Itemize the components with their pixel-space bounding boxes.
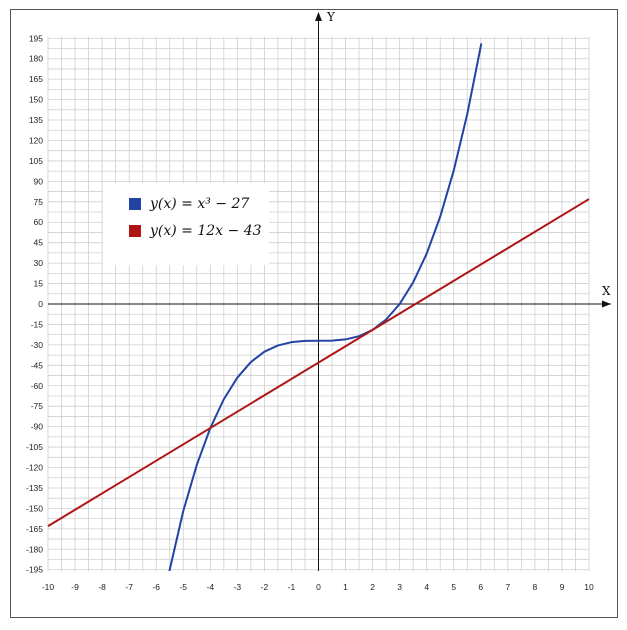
y-tick-label: -15: [31, 319, 44, 329]
y-tick-label: -75: [31, 401, 44, 411]
y-tick-label: 105: [29, 156, 43, 166]
y-tick-label: 120: [29, 135, 43, 145]
y-tick-label: -60: [31, 381, 44, 391]
y-tick-label: 180: [29, 54, 43, 64]
x-tick-label: -2: [261, 582, 269, 592]
x-tick-label: 6: [478, 582, 483, 592]
legend: y(x) = x³ − 27 y(x) = 12x − 43: [103, 183, 269, 265]
x-tick-label: 2: [370, 582, 375, 592]
legend-item-line: y(x) = 12x − 43: [129, 221, 262, 241]
x-tick-label: -6: [152, 582, 160, 592]
series-cubic-curve: [168, 43, 483, 571]
series-tangent-line: [47, 198, 590, 527]
legend-item-cubic: y(x) = x³ − 27: [129, 194, 249, 214]
x-tick-label: -7: [125, 582, 133, 592]
y-tick-label: 45: [34, 238, 44, 248]
y-tick-labels: 1951801651501351201059075604530150-15-30…: [26, 33, 43, 574]
y-tick-label: -45: [31, 360, 44, 370]
x-tick-label: 5: [451, 582, 456, 592]
legend-swatch-cubic: [129, 198, 141, 210]
x-tick-label: -10: [42, 582, 55, 592]
axes: [48, 12, 611, 571]
y-axis-arrow-icon: [315, 12, 322, 21]
y-tick-label: -120: [26, 463, 43, 473]
x-tick-label: -1: [288, 582, 296, 592]
y-tick-label: -30: [31, 340, 44, 350]
y-tick-label: 75: [34, 197, 44, 207]
y-axis-label: Y: [326, 10, 336, 24]
y-tick-label: 135: [29, 115, 43, 125]
x-tick-label: 8: [533, 582, 538, 592]
y-tick-label: -90: [31, 422, 44, 432]
x-tick-label: 3: [397, 582, 402, 592]
y-tick-label: -135: [26, 483, 43, 493]
y-tick-label: -180: [26, 544, 43, 554]
chart-frame: [10, 9, 618, 618]
x-axis-label: X: [602, 284, 611, 298]
y-tick-label: -150: [26, 503, 43, 513]
x-tick-label: -8: [98, 582, 106, 592]
y-tick-label: 150: [29, 95, 43, 105]
y-tick-label: 165: [29, 74, 43, 84]
legend-label-cubic: y(x) = x³ − 27: [150, 196, 250, 212]
series-group: [47, 43, 590, 571]
x-tick-labels: -10 -9 -8 -7 -6 -5 -4 -3 -2 -1 0 1 2 3 4 5 6 7 8 9 10: [42, 582, 594, 592]
x-tick-label: 9: [560, 582, 565, 592]
legend-swatch-line: [129, 225, 141, 237]
x-tick-label: 0: [316, 582, 321, 592]
x-tick-label: -4: [207, 582, 215, 592]
x-axis-arrow-icon: [602, 300, 611, 308]
y-tick-label: 195: [29, 33, 43, 43]
y-tick-label: 60: [34, 217, 44, 227]
x-tick-label: -9: [71, 582, 79, 592]
x-tick-label: 1: [343, 582, 348, 592]
x-tick-label: -3: [234, 582, 242, 592]
x-tick-label: -5: [179, 582, 187, 592]
x-tick-label: 10: [584, 582, 594, 592]
y-tick-label: -105: [26, 442, 43, 452]
legend-label-line: y(x) = 12x − 43: [150, 223, 262, 239]
y-tick-label: -195: [26, 565, 43, 575]
y-tick-label: 15: [34, 279, 44, 289]
x-tick-label: 4: [424, 582, 429, 592]
y-tick-label: -165: [26, 524, 43, 534]
y-tick-label: 90: [34, 176, 44, 186]
x-tick-label: 7: [505, 582, 510, 592]
y-tick-label: 30: [34, 258, 44, 268]
y-tick-label: 0: [38, 299, 43, 309]
